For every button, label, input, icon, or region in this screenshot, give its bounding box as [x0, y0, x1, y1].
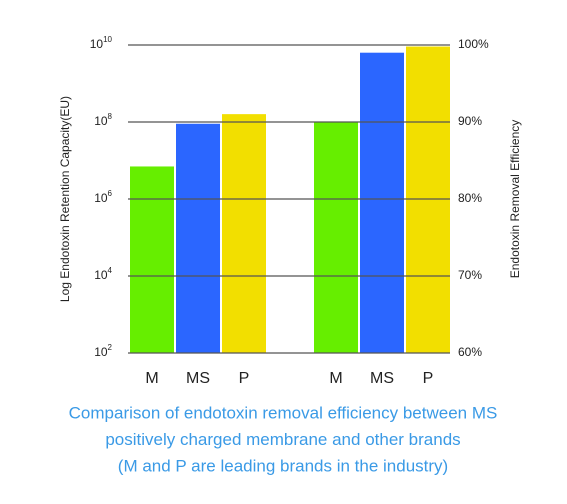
y-tick-base: 10 [94, 268, 108, 282]
y-tick-exponent: 10 [103, 35, 112, 44]
y-tick-base: 10 [94, 114, 108, 128]
caption: Comparison of endotoxin removal efficien… [69, 403, 498, 422]
y-tick-base: 10 [94, 345, 108, 359]
y-tick-label: 104 [94, 266, 112, 282]
caption: positively charged membrane and other br… [105, 430, 460, 449]
y2-tick-label: 90% [458, 114, 482, 128]
x-tick-label: P [239, 370, 250, 387]
y2-tick-label: 100% [458, 37, 489, 51]
bar [222, 114, 266, 353]
y2-tick-label: 60% [458, 345, 482, 359]
bar [406, 46, 450, 353]
x-tick-label: MS [370, 370, 394, 387]
y-tick-base: 10 [94, 191, 108, 205]
y-tick-label: 106 [94, 189, 112, 205]
y-tick-exponent: 2 [108, 343, 113, 352]
x-tick-label: M [329, 370, 342, 387]
y-axis-label: Log Endotoxin Retention Capacity(EU) [58, 96, 72, 302]
bar [130, 166, 174, 353]
x-tick-label: M [145, 370, 158, 387]
y-tick-exponent: 8 [108, 112, 113, 121]
bar [314, 122, 358, 353]
y-tick-exponent: 4 [108, 266, 113, 275]
y2-tick-label: 80% [458, 191, 482, 205]
y-tick-exponent: 6 [108, 189, 113, 198]
y2-tick-label: 70% [458, 268, 482, 282]
y-tick-label: 108 [94, 112, 112, 128]
y2-axis-label: Endotoxin Removal Efficiency [508, 120, 522, 279]
bar [360, 52, 404, 353]
caption: (M and P are leading brands in the indus… [118, 456, 448, 475]
y-tick-label: 1010 [90, 35, 113, 51]
y-tick-label: 102 [94, 343, 112, 359]
x-tick-label: P [423, 370, 434, 387]
x-tick-label: MS [186, 370, 210, 387]
bar [176, 123, 220, 354]
y-tick-base: 10 [90, 37, 104, 51]
